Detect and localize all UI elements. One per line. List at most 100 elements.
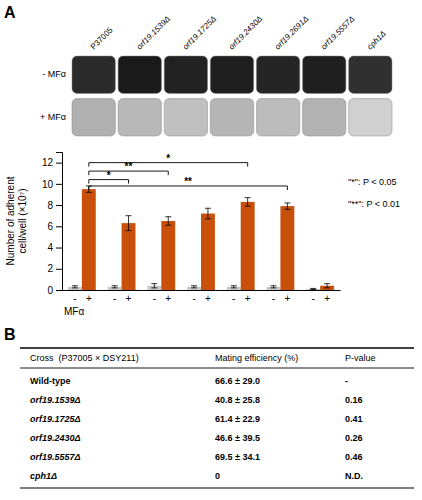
- tick: 4: [47, 242, 62, 253]
- error-cap: [324, 287, 330, 288]
- error-cap: [284, 209, 290, 210]
- tick: 12: [42, 157, 62, 168]
- error-line: [287, 203, 288, 209]
- error-cap: [284, 202, 290, 203]
- table-rule: [20, 487, 414, 488]
- error-cap: [126, 230, 132, 231]
- error-cap: [165, 216, 171, 217]
- tick: 10: [42, 179, 62, 190]
- error-cap: [112, 285, 118, 286]
- error-bar: [310, 288, 316, 289]
- group-label: -: [232, 293, 235, 304]
- strain-label: orf19.2430Δ: [227, 14, 264, 51]
- dish-panel: AP37005orf19.1539Δorf19.1725Δorf19.2430Δ…: [4, 4, 392, 136]
- table-header: Mating efficiency (%): [215, 353, 298, 363]
- error-cap: [310, 288, 316, 289]
- panel-label: A: [4, 4, 16, 21]
- strain-label: orf19.2691Δ: [273, 14, 310, 51]
- error-cap: [151, 287, 157, 288]
- panel-label: B: [4, 326, 16, 343]
- tick-mark: [56, 290, 62, 291]
- group-label: -: [272, 293, 275, 304]
- bar: [306, 289, 320, 290]
- bar-panel: 024681012Number of adherentcell/well (×1…: [5, 153, 400, 318]
- axis-title: Number of adherentcell/well (×10⁷): [5, 176, 28, 265]
- group-label: -: [73, 293, 76, 304]
- dish: [303, 56, 346, 93]
- bar: [122, 223, 136, 290]
- error-line: [327, 284, 328, 288]
- error-bar: [165, 217, 171, 225]
- axis-line: [63, 290, 341, 291]
- error-bar: [72, 286, 78, 288]
- dish: [303, 99, 346, 136]
- significance-label: *: [166, 153, 170, 164]
- error-cap: [126, 215, 132, 216]
- tick: 8: [47, 200, 62, 211]
- error-line: [207, 208, 208, 219]
- error-cap: [72, 287, 78, 288]
- bar-series: [82, 186, 334, 290]
- dish: [210, 99, 253, 136]
- dish: [256, 56, 299, 93]
- axis-line: [56, 153, 63, 291]
- error-cap: [270, 287, 276, 288]
- figure: AP37005orf19.1539Δorf19.1725Δorf19.2430Δ…: [0, 0, 422, 500]
- table-rule: [20, 347, 414, 348]
- error-bar: [245, 198, 251, 206]
- group-label: +: [205, 293, 211, 304]
- marks: [68, 186, 334, 290]
- bar: [201, 214, 215, 290]
- error-bar: [191, 286, 197, 288]
- dish: [349, 99, 392, 136]
- error-bar: [112, 286, 118, 288]
- table-cell: 0: [215, 471, 220, 481]
- table-cell: 61.4 ± 22.9: [215, 414, 260, 424]
- table-cell: 0.26: [345, 433, 363, 443]
- error-cap: [231, 287, 237, 288]
- table-cell: orf19.1539Δ: [30, 395, 81, 405]
- group-label: +: [165, 293, 171, 304]
- row-label: - MFα: [42, 69, 66, 79]
- tick-mark: [56, 269, 62, 270]
- table-panel: BCross (P37005 × DSY211)Mating efficienc…: [4, 326, 414, 488]
- table-cell: orf19.1725Δ: [30, 414, 81, 424]
- group-label: +: [126, 293, 132, 304]
- strain-label: cph1Δ: [365, 29, 387, 51]
- tick-mark: [56, 184, 62, 185]
- error-cap: [270, 285, 276, 286]
- dish: [349, 56, 392, 93]
- strain-label: orf19.1725Δ: [181, 14, 218, 51]
- error-cap: [72, 285, 78, 286]
- error-cap: [112, 287, 118, 288]
- error-cap: [205, 218, 211, 219]
- error-bar: [126, 216, 132, 231]
- error-line: [247, 198, 248, 206]
- error-bar: [205, 208, 211, 219]
- tick-label: 10: [42, 179, 54, 190]
- error-cap: [151, 283, 157, 284]
- error-bar: [270, 286, 276, 288]
- strain-label: orf19.1539Δ: [135, 14, 172, 51]
- dish: [164, 56, 207, 93]
- group-label: +: [245, 293, 251, 304]
- table-cell: 66.6 ± 29.0: [215, 376, 260, 386]
- error-cap: [245, 197, 251, 198]
- note: "**": P < 0.01: [348, 199, 400, 209]
- table-cell: N.D.: [345, 471, 363, 481]
- bar: [241, 202, 255, 290]
- dish: [256, 99, 299, 136]
- table-cell: -: [345, 376, 348, 386]
- tick-label: 6: [47, 221, 53, 232]
- tick-label: 8: [47, 200, 53, 211]
- table-cell: cph1Δ: [30, 471, 57, 481]
- tick-mark: [56, 226, 62, 227]
- significance-label: **: [184, 176, 192, 187]
- table-cell: 0.46: [345, 452, 363, 462]
- bar: [82, 189, 96, 290]
- group-label: +: [284, 293, 290, 304]
- tick-mark: [56, 205, 62, 206]
- strain-label: orf19.5557Δ: [319, 14, 356, 51]
- note: "*": P < 0.05: [348, 177, 397, 187]
- table-cell: 40.8 ± 25.8: [215, 395, 260, 405]
